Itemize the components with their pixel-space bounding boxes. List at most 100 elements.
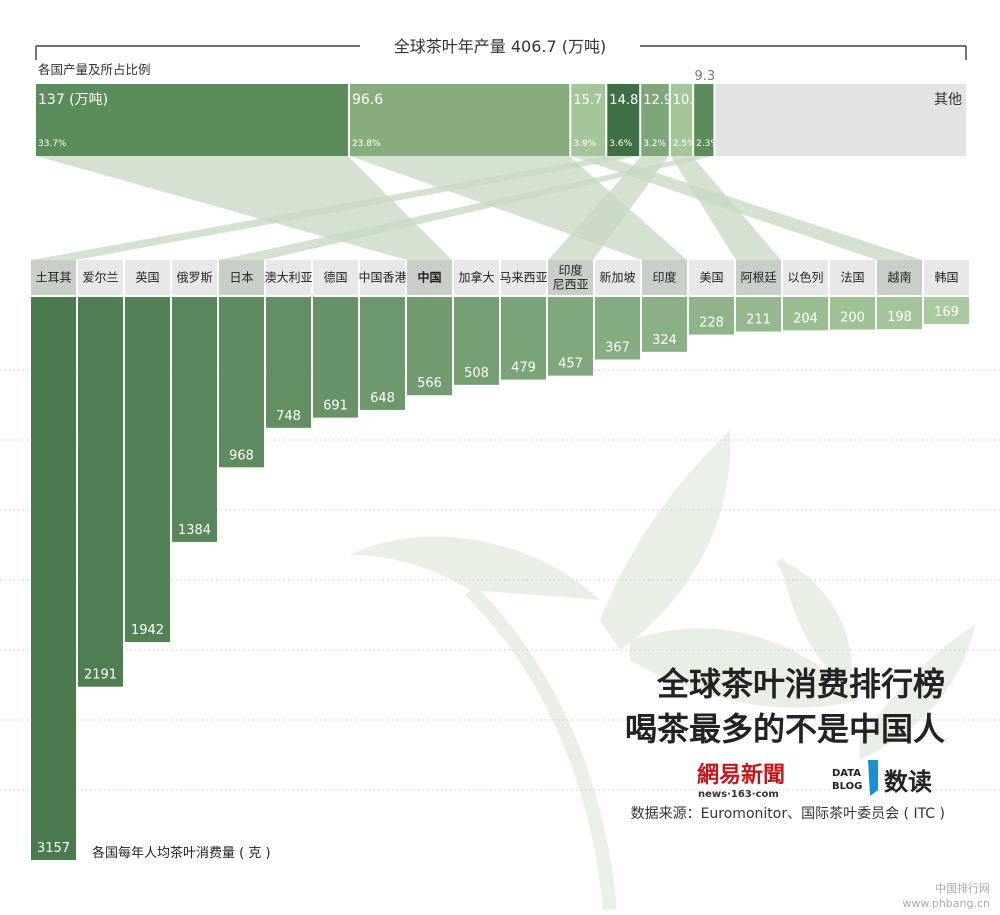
consumption-value-label: 204 [793, 311, 818, 326]
consumption-value-label: 367 [605, 341, 630, 356]
country-label: 法国 [840, 271, 864, 285]
consumption-bar [407, 297, 452, 396]
consumption-value-label: 324 [652, 333, 677, 348]
consumption-bar [642, 297, 687, 352]
production-percent-label: 2.5% [673, 139, 696, 149]
production-percent-label: 3.6% [609, 139, 632, 149]
consumption-bar [125, 297, 170, 643]
production-link [219, 156, 714, 260]
country-label-box [266, 260, 311, 295]
datablog-logo: DATA BLOG 数读 [832, 760, 932, 796]
consumption-bar [31, 297, 76, 860]
country-label-box [31, 260, 76, 295]
consumption-value-label: 566 [417, 376, 442, 391]
production-value-label: 15.7 [573, 93, 602, 108]
consumption-bar [595, 297, 640, 360]
production-segment [641, 84, 669, 156]
country-label-box [360, 260, 405, 295]
country-label: 尼西亚 [552, 278, 588, 292]
total-bracket [35, 45, 967, 60]
consumption-bar [313, 297, 358, 418]
country-label-box [830, 260, 875, 295]
production-segment [715, 84, 966, 156]
production-value-label: 12.9 [643, 93, 672, 108]
consumption-bar [736, 297, 781, 332]
country-label-box [313, 260, 358, 295]
netease-url: news·163·com [698, 789, 779, 800]
production-value-label: 其他 [934, 92, 962, 108]
consumption-bar [501, 297, 546, 380]
consumption-bar [219, 297, 264, 468]
country-label-box [877, 260, 922, 295]
country-label: 韩国 [934, 270, 958, 285]
consumption-bar [877, 297, 922, 330]
production-segment [571, 84, 606, 156]
consumption-value-label: 968 [229, 448, 254, 463]
shudu-text: 数读 [884, 768, 932, 796]
consumption-value-label: 457 [558, 357, 583, 372]
datablog-text-2: BLOG [832, 781, 862, 792]
watermark-line1: 中国排行网 [935, 881, 990, 895]
consumption-bar [830, 297, 875, 330]
country-label: 越南 [887, 270, 911, 285]
country-label: 澳大利亚 [264, 271, 312, 285]
production-link [31, 156, 640, 260]
consumption-bar [266, 297, 311, 428]
production-segment [607, 84, 640, 156]
consumption-bar [689, 297, 734, 335]
production-link [571, 156, 922, 260]
consumption-bar [360, 297, 405, 410]
netease-logo-text: 網易新聞 [697, 762, 785, 788]
production-label: 各国产量及所占比例 [38, 62, 151, 77]
consumption-bar [172, 297, 217, 542]
consumption-value-label: 508 [464, 366, 489, 381]
production-segment [694, 84, 714, 156]
netease-logo: 網易新聞 news·163·com [697, 762, 785, 800]
country-label: 英国 [135, 271, 159, 285]
country-label-box [407, 260, 452, 295]
headline-line1: 全球茶叶消费排行榜 [656, 665, 945, 703]
production-value-label: 137 (万吨) [38, 92, 108, 108]
consumption-axis-label: 各国每年人均茶叶消费量 ( 克 ) [92, 845, 271, 861]
consumption-value-label: 479 [511, 361, 536, 376]
consumption-bar [783, 297, 828, 331]
consumption-bars: 3157 2191 1942 1384 968 748 691 648 566 508 479 457… [31, 297, 969, 860]
consumption-value-label: 648 [370, 391, 395, 406]
consumption-value-label: 691 [323, 399, 348, 414]
production-percent-label: 3.2% [643, 139, 666, 149]
production-percent-label: 2.3% [696, 139, 719, 149]
country-label-box [689, 260, 734, 295]
consumption-bar [924, 297, 969, 324]
country-label-box [783, 260, 828, 295]
country-label: 阿根廷 [740, 271, 776, 285]
headline-line2: 喝茶最多的不是中国人 [625, 710, 945, 748]
country-label-box [595, 260, 640, 295]
country-label: 美国 [699, 271, 723, 285]
country-label: 印度 [558, 263, 582, 278]
production-percent-label: 33.7% [38, 139, 67, 149]
country-label: 马来西亚 [499, 271, 547, 285]
production-bar: 137 (万吨) 33.7% 96.6 23.8% 15.7 3.9% 14.8 3.6% 12… [36, 69, 966, 156]
country-label: 加拿大 [458, 270, 494, 285]
datablog-text-1: DATA [832, 768, 861, 779]
consumption-value-label: 198 [887, 310, 912, 325]
production-value-label: 9.3 [694, 69, 715, 84]
country-label: 以色列 [787, 271, 823, 285]
total-title: 全球茶叶年产量 406.7 (万吨) [394, 37, 606, 56]
country-label: 中国 [417, 270, 441, 285]
consumption-value-label: 1384 [178, 523, 211, 538]
production-link [36, 156, 452, 260]
country-label: 爱尔兰 [82, 270, 118, 285]
consumption-value-label: 748 [276, 409, 301, 424]
production-link [548, 156, 669, 260]
data-source: 数据来源：Euromonitor、国际茶叶委员会 ( ITC ) [631, 806, 945, 822]
consumption-value-label: 1942 [131, 623, 164, 638]
consumption-bar [454, 297, 499, 385]
country-label-box [219, 260, 264, 295]
country-label-box [924, 260, 969, 295]
consumption-value-label: 169 [934, 305, 959, 320]
tea-leaf-illustration [350, 430, 975, 911]
